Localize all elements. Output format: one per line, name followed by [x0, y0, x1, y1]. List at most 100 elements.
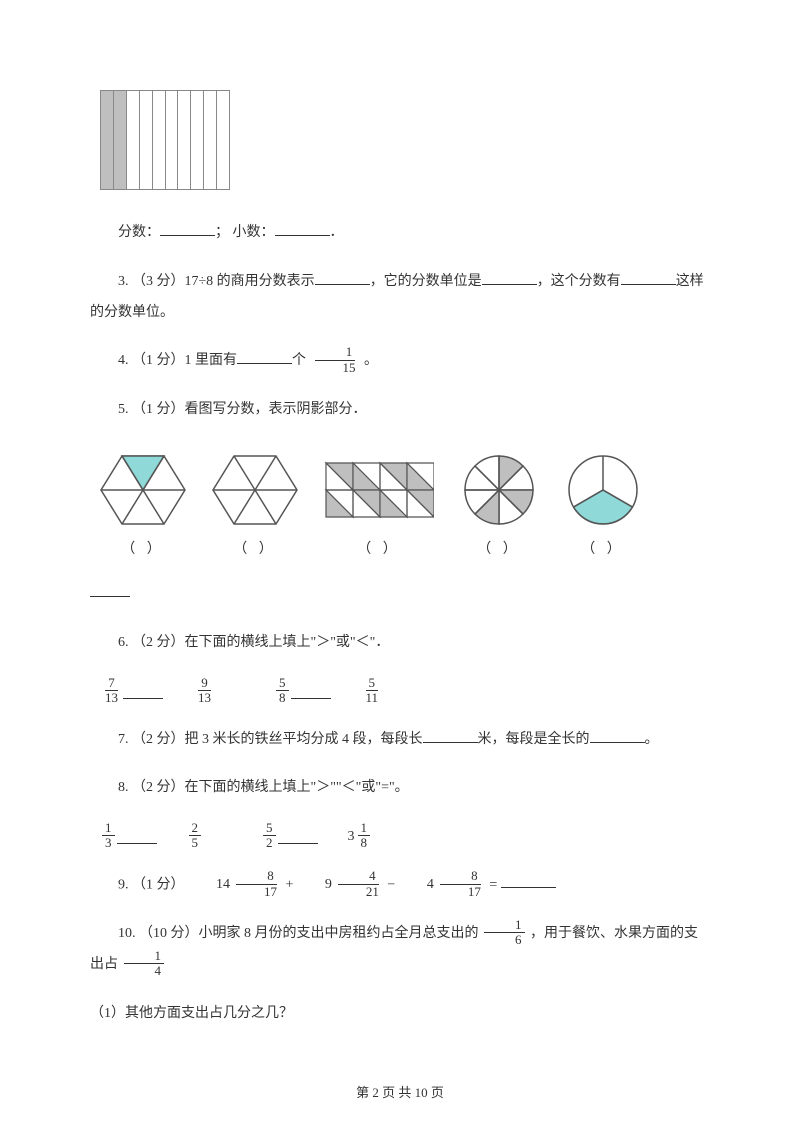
q9-text: 9. （1 分）: [118, 877, 185, 892]
blank[interactable]: [423, 729, 478, 743]
plus-sign: +: [286, 877, 297, 892]
whole: 4: [399, 870, 434, 901]
bar-col: [217, 91, 229, 189]
fraction: 18: [358, 821, 371, 851]
blank[interactable]: [590, 729, 645, 743]
mixed-number: 9421: [297, 870, 384, 901]
q7-text: 米，每段是全长的: [478, 732, 590, 747]
q4-text: 个: [292, 353, 306, 368]
q10-1-text: （1）其他方面支出占几分之几？: [90, 1006, 293, 1021]
denominator: 13: [102, 691, 121, 705]
numerator: 2: [189, 821, 202, 836]
q7-text: 。: [645, 732, 659, 747]
q8-text: 8. （2 分）在下面的横线上填上"＞""＜"或"="。: [118, 780, 409, 795]
fraction: 14: [124, 949, 165, 979]
blank-fraction[interactable]: [160, 222, 215, 236]
denominator: 17: [233, 885, 280, 899]
mixed-number: 14817: [188, 870, 282, 901]
numerator: 4: [338, 869, 379, 884]
q10-text: 10. （10 分）小明家 8 月份的支出中房租约占全月总支出的: [118, 926, 482, 941]
whole: 14: [188, 870, 230, 901]
question-5: 5. （1 分）看图写分数，表示阴影部分．: [90, 395, 710, 426]
bar-diagram: [100, 90, 230, 190]
fraction: 421: [335, 869, 382, 899]
denominator: 5: [189, 836, 202, 850]
shapes-row: （ ） （ ）: [100, 451, 710, 561]
denominator: 2: [263, 836, 276, 850]
fraction: 817: [233, 869, 280, 899]
footer-text: 第: [356, 1085, 372, 1100]
blank[interactable]: [315, 271, 370, 285]
q6-text: 6. （2 分）在下面的横线上填上"＞"或"＜"．: [118, 635, 389, 650]
label-fraction: 分数：: [118, 225, 160, 240]
paren[interactable]: （ ）: [581, 539, 625, 561]
numerator: 8: [236, 869, 277, 884]
shape-rect-triangles: （ ）: [324, 451, 434, 561]
blank-decimal[interactable]: [275, 222, 330, 236]
paren[interactable]: （ ）: [477, 539, 521, 561]
bar-col: [166, 91, 179, 189]
fraction: 817: [437, 869, 484, 899]
footer-text: 页 共: [379, 1085, 415, 1100]
paren[interactable]: （ ）: [357, 539, 401, 561]
page-content: 分数：； 小数：． 3. （3 分）17÷8 的商用分数表示，它的分数单位是，这…: [0, 0, 800, 1030]
blank[interactable]: [90, 583, 130, 597]
blank[interactable]: [621, 271, 676, 285]
fraction: 511: [363, 676, 382, 706]
extra-blank: [90, 579, 710, 610]
q4-text: 。: [364, 353, 378, 368]
denominator: 13: [195, 691, 214, 705]
blank[interactable]: [482, 271, 537, 285]
fraction-1-15: 115: [312, 345, 359, 375]
numerator: 1: [358, 821, 371, 836]
numerator: 1: [102, 821, 115, 836]
fraction: 913: [195, 676, 214, 706]
question-10-1: （1）其他方面支出占几分之几？: [90, 999, 710, 1030]
shape-circle-3: （ ）: [564, 451, 642, 561]
numerator: 1: [124, 949, 165, 964]
paren[interactable]: （ ）: [121, 539, 165, 561]
bar-col: [153, 91, 166, 189]
denominator: 4: [124, 964, 165, 978]
fraction: 13: [102, 821, 115, 851]
blank-answer[interactable]: [501, 874, 556, 888]
blank-compare[interactable]: [123, 685, 163, 699]
bar-col-shaded: [114, 91, 127, 189]
fraction: 25: [189, 821, 202, 851]
fraction: 52: [263, 821, 276, 851]
blank-compare[interactable]: [291, 685, 331, 699]
denominator: 8: [358, 836, 371, 850]
denominator: 11: [363, 691, 382, 705]
question-9: 9. （1 分） 14817 + 9421 − 4817 =: [90, 870, 710, 901]
question-3: 3. （3 分）17÷8 的商用分数表示，它的分数单位是，这个分数有这样的分数单…: [90, 267, 710, 329]
blank-compare[interactable]: [278, 830, 318, 844]
paren[interactable]: （ ）: [233, 539, 277, 561]
whole: 9: [297, 870, 332, 901]
bar-col: [191, 91, 204, 189]
blank-compare[interactable]: [117, 830, 157, 844]
fraction: 16: [484, 918, 525, 948]
question-4: 4. （1 分）1 里面有 个 115 。: [90, 346, 710, 377]
sep: ；: [215, 225, 229, 240]
minus-sign: −: [387, 877, 398, 892]
q7-text: 7. （2 分）把 3 米长的铁丝平均分成 4 段，每段长: [118, 732, 423, 747]
bar-col: [178, 91, 191, 189]
question-fraction-decimal: 分数：； 小数：．: [90, 218, 710, 249]
numerator: 1: [484, 918, 525, 933]
q3-text: 3. （3 分）17÷8 的商用分数表示: [118, 274, 315, 289]
shape-hexagon-1shaded: （ ）: [100, 451, 186, 561]
denominator: 21: [335, 885, 382, 899]
bar-col: [140, 91, 153, 189]
mixed-number: 4817: [399, 870, 486, 901]
denominator: 8: [276, 691, 289, 705]
q5-text: 5. （1 分）看图写分数，表示阴影部分．: [118, 402, 367, 417]
q4-text: 4. （1 分）1 里面有: [118, 353, 237, 368]
page-footer: 第 2 页 共 10 页: [0, 1083, 800, 1104]
numerator: 7: [105, 676, 118, 691]
blank[interactable]: [237, 350, 292, 364]
denominator: 3: [102, 836, 115, 850]
question-7: 7. （2 分）把 3 米长的铁丝平均分成 4 段，每段长 米，每段是全长的 。: [90, 725, 710, 756]
equals-sign: =: [489, 877, 500, 892]
footer-total: 10: [415, 1085, 428, 1100]
question-8: 8. （2 分）在下面的横线上填上"＞""＜"或"="。: [90, 773, 710, 804]
